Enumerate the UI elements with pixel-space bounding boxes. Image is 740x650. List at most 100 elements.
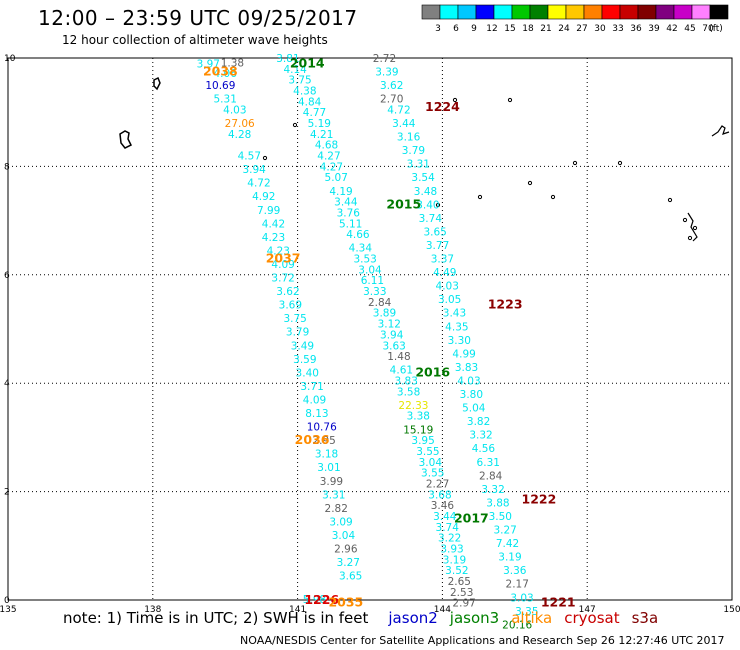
y-tick-label: 10 [4,54,16,64]
wave-height-value: 3.18 [315,449,338,461]
wave-height-value: 4.09 [271,259,294,271]
y-tick-label: 6 [4,271,10,281]
wave-height-value: 3.83 [395,375,418,387]
x-tick-label: 147 [579,605,596,615]
wave-height-value: 3.79 [402,145,425,157]
wave-height-value: 6.11 [361,275,384,287]
wave-height-value: 4.21 [310,129,333,141]
wave-height-value: 3.04 [358,264,382,276]
wave-height-value: 3.99 [320,476,343,488]
wave-height-value: 4.27 [317,151,340,163]
pass-label: 2014 [290,55,325,70]
wave-height-value: 3.40 [296,367,319,379]
wave-height-value: 3.43 [443,308,466,320]
legend-swatch [457,4,477,20]
legend-label: 30 [594,24,606,34]
wave-height-value: 3.80 [460,389,483,401]
wave-height-value: 3.32 [481,484,504,496]
wave-height-value: 3.50 [489,511,512,523]
wave-height-value: 3.65 [423,226,446,238]
wave-height-value: 3.36 [503,565,527,577]
wave-height-value: 2.84 [368,297,392,309]
wave-height-value: 3.93 [440,544,463,556]
pass-label: 1223 [488,297,523,312]
plot-frame [7,57,733,601]
wave-height-value: 10.69 [205,80,235,92]
pass-label: 2035 [328,595,363,610]
wave-height-value: 3.48 [414,186,437,198]
wave-height-value: 3.76 [337,207,361,219]
wave-height-tracks: 3.97 1.384.0610.695.314.0327.064.284.573.… [197,53,539,631]
wave-height-value: 22.33 [398,400,428,412]
wave-height-value: 3.94 [242,164,266,176]
wave-height-value: 3.39 [375,67,398,79]
wave-height-value: 3.32 [469,430,492,442]
island [477,194,483,200]
wave-height-value: 5.31 [214,94,237,106]
wave-height-value: 3.31 [322,489,345,501]
wave-height-value: 2.72 [373,53,396,65]
island [711,125,730,137]
legend-swatch [421,4,441,20]
island [153,76,161,91]
wave-height-value: 2.95 [312,435,335,447]
pass-label: 1224 [425,99,460,114]
wave-height-value: 6.31 [477,457,500,469]
wave-height-value: 7.99 [257,205,280,217]
wave-height-value: 3.44 [392,118,416,130]
wave-height-value: 3.46 [431,500,455,512]
wave-height-value: 4.03 [223,104,246,116]
legend-label: 24 [558,24,570,34]
wave-height-value: 4.72 [247,178,270,190]
wave-height-value: 4.66 [346,229,370,241]
x-tick-label: 150 [723,605,740,615]
x-tick-label: 141 [289,605,306,615]
footer-note-row: note: 1) Time is in UTC; 2) SWH is in fe… [63,609,670,627]
legend-swatch [673,4,693,20]
wave-height-value: 4.99 [452,348,475,360]
wave-height-value: 3.94 [380,329,404,341]
wave-height-value: 4.23 [267,245,290,257]
y-tick-label: 8 [4,162,10,172]
wave-height-value: 4.35 [445,321,468,333]
wave-height-value: 27.06 [225,118,255,130]
island [550,194,556,200]
wave-height-value: 2.70 [380,94,403,106]
legend-label: 36 [630,24,642,34]
island [692,225,698,231]
wave-height-value: 4.28 [228,129,251,141]
y-tick-label: 2 [4,488,10,498]
wave-height-value: 3.55 [421,468,444,480]
wave-height-value: 2.82 [325,503,348,515]
wave-height-value: 4.09 [303,394,326,406]
island [667,197,673,203]
legend-swatch [565,4,585,20]
wave-height-value: 3.58 [397,386,420,398]
wave-height-value: 4.06 [214,68,238,80]
wave-height-value: 3.68 [428,489,451,501]
wave-height-value: 3.19 [498,552,521,564]
lat-lon-grid [8,58,732,600]
legend-swatch [709,4,729,20]
note-text: note: 1) Time is in UTC; 2) SWH is in fe… [63,609,369,627]
wave-height-value: 2.65 [448,576,471,588]
legend-label: 42 [666,24,677,34]
wave-height-value: 3.53 [353,254,376,266]
wave-height-value: 3.30 [448,335,471,347]
wave-height-value: 3.19 [443,554,466,566]
wave-height-value: 3.12 [378,319,401,331]
wave-height-value: 4.84 [298,96,322,108]
wave-height-value: 3.54 [411,172,435,184]
wave-height-value: 3.52 [445,565,468,577]
wave-height-value: 3.49 [291,340,314,352]
wave-height-value: 3.97 [197,58,220,70]
sat-cryosat: cryosat [564,609,620,627]
axis-ticks: 135 138 141 144 147 150 10 8 6 4 2 0 [0,54,740,615]
legend-label: 18 [522,24,534,34]
wave-height-value: 7.42 [496,538,519,550]
sat-jason3: jason3 [449,609,500,627]
wave-height-value: 4.03 [457,375,480,387]
plot-border [7,57,733,601]
wave-height-value: 3.01 [317,462,340,474]
